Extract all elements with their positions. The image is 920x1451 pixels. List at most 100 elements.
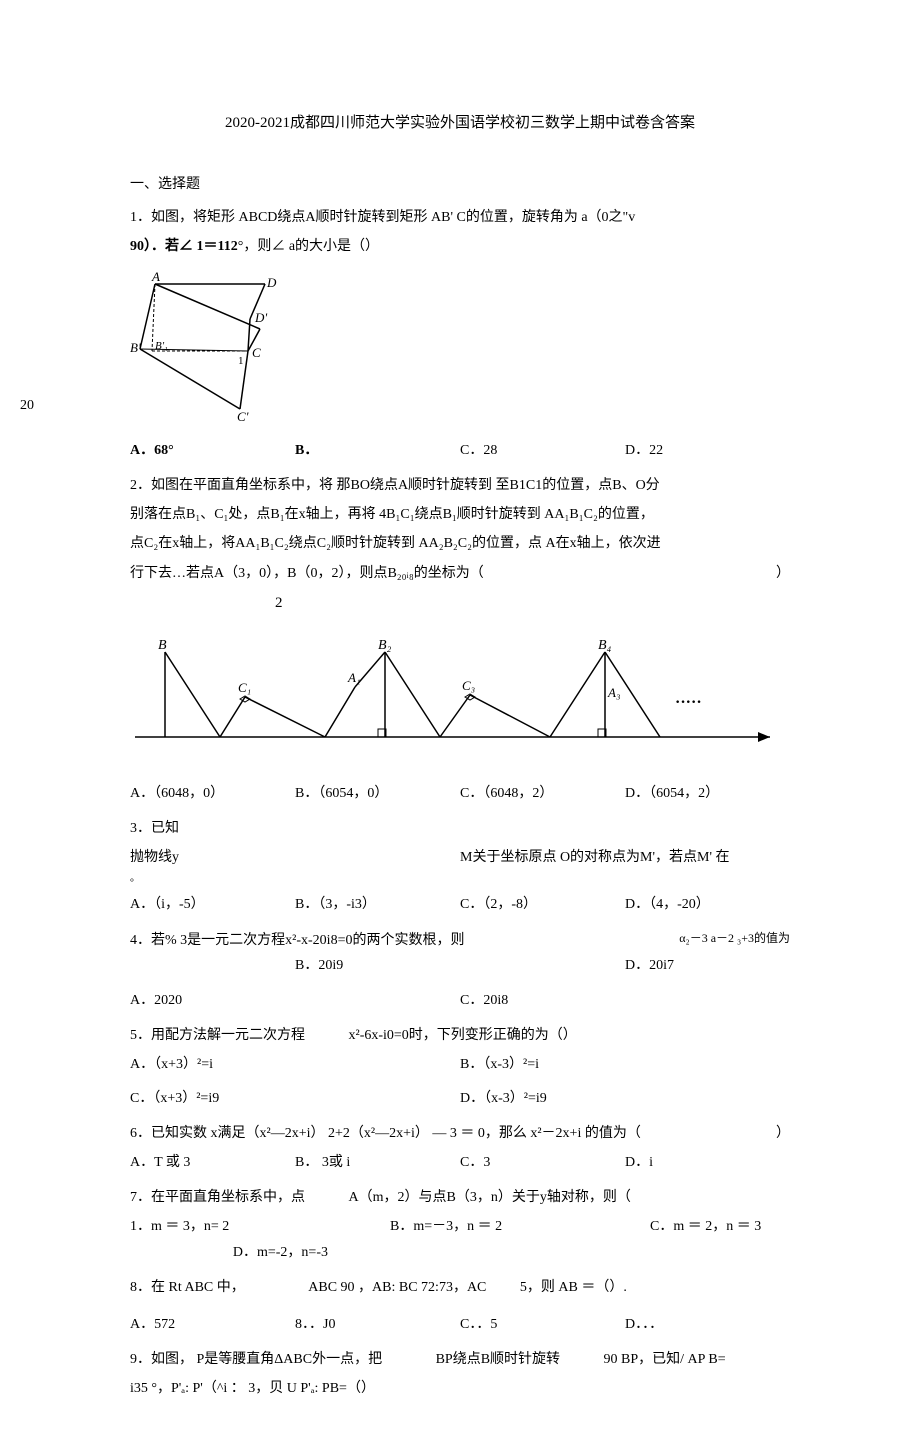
question-6: 6．已知实数 x满足（x²—2x+i） 2+2（x²—2x+i） — 3 ＝ 0…	[130, 1121, 790, 1175]
q8-option-b: 8．．J0	[295, 1312, 460, 1337]
q6-options: A．T 或 3 B． 3或 i C．3 D．i	[130, 1150, 790, 1175]
svg-text:B₂: B₂	[378, 638, 392, 653]
svg-text:C₁: C₁	[238, 680, 251, 695]
q1-option-d: D．22	[625, 438, 790, 463]
q4-text-1: 4．若% 3是一元二次方程x²-x-20i8=0的两个实数根，则	[130, 928, 464, 953]
question-4: 4．若% 3是一元二次方程x²-x-20i8=0的两个实数根，则 α₂－3 a－…	[130, 928, 790, 1014]
svg-text:·····: ·····	[675, 694, 702, 711]
question-9: 9．如图， P是等腰直角ΔABC外一点，把 BP绕点B顺时针旋转 90 BP，已…	[130, 1347, 790, 1401]
q1-text-2b: °，则∠ a的大小是（）	[238, 239, 379, 254]
q9-text-1: 9．如图， P是等腰直角ΔABC外一点，把	[130, 1352, 382, 1367]
q1-option-c: C．28	[460, 438, 625, 463]
q3-text-3: 。	[130, 870, 790, 888]
q2-option-d: D．（6054，2）	[625, 781, 790, 806]
svg-text:B'₁: B'₁	[155, 340, 168, 352]
question-1: 1．如图，将矩形 ABCD绕点A顺时针旋转到矩形 AB' C的位置，旋转角为 a…	[130, 205, 790, 463]
q8-text-1b: ABC 90 ，AB: BC 72:73，AC	[308, 1280, 486, 1295]
q1-option-a: A．68°	[130, 438, 295, 463]
margin-annotation: 20	[20, 393, 34, 418]
q5-option-c: C．（x+3）²=i9	[130, 1086, 460, 1111]
q1-options: A．68° B． C．28 D．22	[130, 438, 790, 463]
q9-text-1-row: 9．如图， P是等腰直角ΔABC外一点，把 BP绕点B顺时针旋转 90 BP，已…	[130, 1347, 790, 1372]
svg-text:1: 1	[238, 355, 244, 367]
q5-option-d: D．（x-3）²=i9	[460, 1086, 790, 1111]
q6-option-d: D．i	[625, 1150, 790, 1175]
q4-options-row1: B．20i9 D．20i7	[130, 953, 790, 978]
q2-text-4a: 行下去…若点A（3，0），B（0，2），则点B₂₀ᵢ₈的坐标为（	[130, 561, 484, 586]
q2-options: A．（6048，0） B．（6054，0） C．（6048，2） D．（6054…	[130, 781, 790, 806]
q7-text-1b: A（m，2）与点B（3，n）关于y轴对称，则（	[349, 1190, 631, 1205]
svg-text:C': C'	[237, 409, 249, 424]
q2-option-a: A．（6048，0）	[130, 781, 295, 806]
section-header: 一、选择题	[130, 172, 790, 197]
q5-text-1b: x²-6x-i0=0时，下列变形正确的为（）	[349, 1028, 577, 1043]
q6-option-c: C．3	[460, 1150, 625, 1175]
q6-option-a: A．T 或 3	[130, 1150, 295, 1175]
q4-option-d: D．20i7	[625, 953, 790, 978]
q8-option-c: C．．5	[460, 1312, 625, 1337]
question-8: 8．在 Rt ABC 中， ABC 90 ，AB: BC 72:73，AC 5，…	[130, 1275, 790, 1337]
document-title: 2020-2021成都四川师范大学实验外国语学校初三数学上期中试卷含答案	[130, 110, 790, 137]
q8-option-a: A．572	[130, 1312, 295, 1337]
q2-text-3: 点C₂在x轴上，将AA₁B₁C₂绕点C₂顺时针旋转到 AA₂B₂C₂的位置，点 …	[130, 531, 790, 556]
svg-text:D: D	[266, 275, 277, 290]
q3-option-a: A．（i，-5）	[130, 892, 295, 917]
q1-option-b: B．	[295, 438, 460, 463]
q2-text-4: 行下去…若点A（3，0），B（0，2），则点B₂₀ᵢ₈的坐标为（ ）	[130, 561, 790, 586]
svg-text:B₄: B₄	[598, 638, 612, 653]
q8-text-1c: 5，则 AB ＝（）.	[520, 1280, 627, 1295]
q2-text-1: 2．如图在平面直角坐标系中，将 那BO绕点A顺时针旋转到 至B1C1的位置，点B…	[130, 473, 790, 498]
q6-text-1: 6．已知实数 x满足（x²—2x+i） 2+2（x²—2x+i） — 3 ＝ 0…	[130, 1121, 641, 1146]
q9-text-2: i35 °，P'ₐ: P'（^i ： 3，贝 U P'ₐ: PB=（）	[130, 1376, 790, 1401]
q1-bold: 90）．若∠ 1＝112	[130, 239, 238, 254]
q3-option-c: C．（2，-8）	[460, 892, 625, 917]
q7-text-1: 7．在平面直角坐标系中，点	[130, 1190, 305, 1205]
q1-figure: A D D' B' B'₁ C C' 1	[130, 269, 295, 424]
q4-text-1b: α₂－3 a－2 ₃+3的值为	[679, 928, 790, 953]
q6-option-b: B． 3或 i	[295, 1150, 460, 1175]
q2-text-2: 别落在点B₁、C₁处，点B₁在x轴上，再将 4B₁C₁绕点B₁顺时针旋转到 AA…	[130, 502, 790, 527]
svg-text:B': B'	[130, 340, 141, 355]
q5-option-b: B．（x-3）²=i	[460, 1052, 790, 1077]
q9-text-1b: BP绕点B顺时针旋转	[436, 1352, 560, 1367]
q3-option-b: B．（3，-i3）	[295, 892, 460, 917]
q7-options: 1．m ＝ 3，n= 2 B．m=－3，n ＝ 2 C．m ＝ 2，n ＝ 3 …	[130, 1214, 790, 1264]
q4-option-b: B．20i9	[295, 953, 460, 978]
q4-options-row2: A．2020 C．20i8	[130, 988, 790, 1013]
q3-text-2a: 抛物线y	[130, 845, 460, 870]
q8-options: A．572 8．．J0 C．．5 D．．．	[130, 1312, 790, 1337]
q7-option-d: D．m=-2，n=-3	[130, 1240, 328, 1265]
q7-option-c: C．m ＝ 2，n ＝ 3	[650, 1214, 790, 1239]
q7-option-b: B．m=－3，n ＝ 2	[390, 1214, 650, 1239]
svg-text:A: A	[151, 269, 160, 284]
q4-option-c: C．20i8	[460, 988, 790, 1013]
svg-text:A₁: A₁	[347, 670, 360, 685]
q7-text: 7．在平面直角坐标系中，点 A（m，2）与点B（3，n）关于y轴对称，则（	[130, 1185, 790, 1210]
q5-option-a: A．（x+3）²=i	[130, 1052, 460, 1077]
question-5: 5．用配方法解一元二次方程 x²-6x-i0=0时，下列变形正确的为（） A．（…	[130, 1023, 790, 1111]
q9-text-1c: 90 BP，已知/ AP B=	[604, 1352, 726, 1367]
svg-text:D': D'	[254, 310, 267, 325]
q8-option-d: D．．．	[625, 1312, 790, 1337]
q2-text-4b: ）	[776, 561, 790, 586]
q5-options-2: C．（x+3）²=i9 D．（x-3）²=i9	[130, 1086, 790, 1111]
q5-text-1: 5．用配方法解一元二次方程	[130, 1028, 305, 1043]
q1-text-1: 1．如图，将矩形 ABCD绕点A顺时针旋转到矩形 AB' C的位置，旋转角为 a…	[130, 205, 790, 230]
q2-num-annotation: 2	[275, 590, 790, 617]
svg-text:C₃: C₃	[462, 678, 475, 693]
q3-options: A．（i，-5） B．（3，-i3） C．（2，-8） D．（4，-20）	[130, 892, 790, 917]
q3-option-d: D．（4，-20）	[625, 892, 790, 917]
svg-text:C: C	[252, 345, 261, 360]
question-3: 3．已知 抛物线y M关于坐标原点 O的对称点为M'，若点M' 在 。 A．（i…	[130, 816, 790, 918]
q6-text: 6．已知实数 x满足（x²—2x+i） 2+2（x²—2x+i） — 3 ＝ 0…	[130, 1121, 790, 1146]
question-2: 2．如图在平面直角坐标系中，将 那BO绕点A顺时针旋转到 至B1C1的位置，点B…	[130, 473, 790, 806]
q1-text-2: 90）．若∠ 1＝112°，则∠ a的大小是（）	[130, 234, 790, 259]
svg-text:A₃: A₃	[607, 685, 620, 700]
q3-text-1: 3．已知	[130, 816, 790, 841]
q8-text: 8．在 Rt ABC 中， ABC 90 ，AB: BC 72:73，AC 5，…	[130, 1275, 790, 1300]
q5-options-1: A．（x+3）²=i B．（x-3）²=i	[130, 1052, 790, 1077]
q2-option-b: B．（6054，0）	[295, 781, 460, 806]
q2-figure: B C₁ A₁ B₂ C₃ A₃ B₄ ·····	[130, 627, 780, 757]
q5-text: 5．用配方法解一元二次方程 x²-6x-i0=0时，下列变形正确的为（）	[130, 1023, 790, 1048]
q3-text-2b: M关于坐标原点 O的对称点为M'，若点M' 在	[460, 845, 790, 870]
